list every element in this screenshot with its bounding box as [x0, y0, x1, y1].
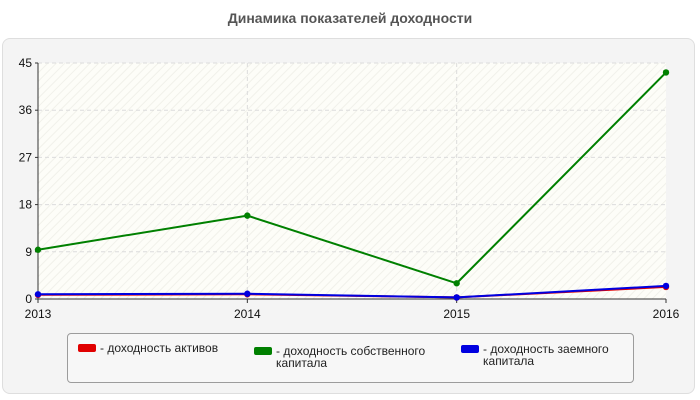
y-tick-label: 9: [25, 245, 32, 259]
series-line-3: [37, 284, 667, 299]
x-tick-label: 2013: [25, 307, 52, 321]
legend-label-assets: - доходность активов: [100, 341, 219, 355]
data-point-series-2: [662, 69, 670, 76]
data-point-series-3: [453, 294, 460, 301]
grid-lines: [38, 62, 666, 299]
tick-labels: 0 9 18 27 36 45 2013 2014 2015 2016: [19, 56, 680, 321]
y-tick-label: 45: [19, 56, 33, 70]
legend-swatch-debt: [461, 345, 479, 353]
legend: - доходность активов - доходность собств…: [67, 333, 634, 383]
data-point-series-3: [662, 282, 670, 290]
y-tick-label: 36: [19, 103, 33, 117]
x-tick-label: 2016: [653, 307, 680, 321]
data-point-series-3: [34, 291, 42, 298]
data-point-series-3: [244, 290, 251, 297]
legend-label-debt: - доходность заемного капитала: [483, 342, 609, 368]
data-point-series-2: [244, 212, 251, 219]
legend-label-equity: - доходность собственного капитала: [276, 344, 426, 370]
series-line-2: [37, 71, 667, 285]
data-point-series-2: [34, 246, 42, 253]
chart-title: Динамика показателей доходности: [227, 10, 473, 26]
legend-swatch-equity: [254, 347, 272, 355]
plot-area: [38, 63, 666, 299]
data-point-series-2: [453, 280, 460, 287]
x-tick-label: 2015: [443, 307, 470, 321]
y-tick-label: 0: [25, 292, 32, 306]
y-tick-label: 27: [19, 150, 33, 164]
y-tick-label: 18: [19, 198, 33, 212]
series-lines: [34, 69, 670, 301]
x-tick-label: 2014: [234, 307, 261, 321]
legend-swatch-assets: [78, 344, 96, 352]
